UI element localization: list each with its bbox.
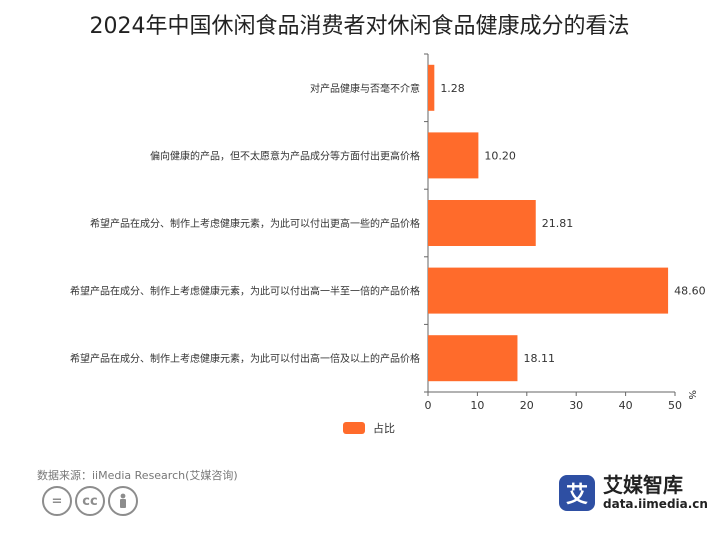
x-tick-label: 10: [470, 399, 484, 412]
y-category-label: 偏向健康的产品，但不太愿意为产品成分等方面付出更高价格: [150, 149, 420, 162]
brand-logo-icon: 艾: [559, 475, 595, 511]
bar: [428, 200, 536, 246]
x-tick-label: 30: [569, 399, 583, 412]
x-tick-label: 0: [425, 399, 432, 412]
bar-value-label: 48.60: [674, 285, 706, 298]
x-axis-unit: %: [686, 390, 697, 400]
bar-value-label: 1.28: [440, 82, 465, 95]
legend-swatch: [343, 422, 365, 434]
bar: [428, 335, 518, 382]
bar-value-label: 10.20: [484, 149, 516, 162]
brand-name: 艾媒智库: [603, 473, 683, 497]
bar-value-label: 21.81: [542, 217, 574, 230]
bar: [428, 132, 479, 179]
brand-url: data.iimedia.cn: [603, 497, 708, 511]
x-tick-label: 40: [619, 399, 633, 412]
y-category-label: 希望产品在成分、制作上考虑健康元素，为此可以付出高一半至一倍的产品价格: [70, 285, 420, 298]
y-category-label: 希望产品在成分、制作上考虑健康元素，为此可以付出高一倍及以上的产品价格: [70, 352, 420, 365]
bar: [428, 267, 669, 314]
y-category-label: 希望产品在成分、制作上考虑健康元素，为此可以付出更高一些的产品价格: [90, 217, 420, 230]
bar-value-label: 18.11: [523, 352, 555, 365]
x-tick-label: 50: [668, 399, 682, 412]
legend-label: 占比: [373, 422, 395, 435]
bar: [428, 64, 435, 111]
y-category-label: 对产品健康与否毫不介意: [310, 82, 420, 95]
data-source: 数据来源：iiMedia Research(艾媒咨询): [37, 469, 238, 482]
legend: 占比: [343, 420, 395, 436]
cc-icon: cc: [75, 486, 105, 516]
equals-icon: =: [42, 486, 72, 516]
brand: 艾 艾媒智库 data.iimedia.cn: [559, 474, 708, 512]
person-icon: [108, 486, 138, 516]
bar-chart: 0 10 20 30 40 50% 1.28 对产品健康与否毫不介意 10.20 偏向健康的产品，…: [70, 53, 706, 412]
chart-title: 2024年中国休闲食品消费者对休闲食品健康成分的看法: [89, 14, 630, 39]
license-icons: = cc: [42, 486, 141, 516]
x-tick-label: 20: [520, 399, 534, 412]
